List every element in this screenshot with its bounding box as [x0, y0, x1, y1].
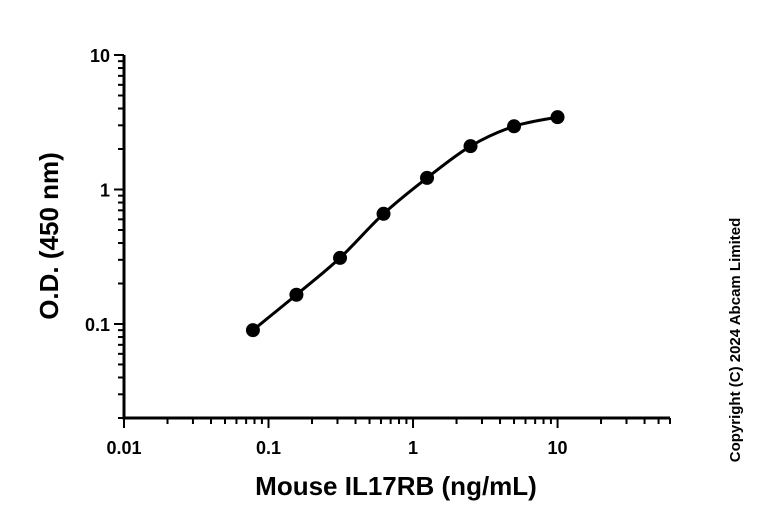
data-point — [333, 250, 348, 265]
x-tick-label: 1 — [408, 438, 418, 458]
data-point — [550, 110, 565, 125]
data-point — [420, 170, 435, 185]
data-point — [463, 139, 478, 154]
y-tick-label: 10 — [90, 46, 110, 66]
data-point — [289, 287, 304, 302]
y-tick-label: 0.1 — [85, 315, 110, 335]
x-ticks: 0.01 0.1 1 10 — [106, 418, 671, 458]
data-point — [376, 206, 391, 221]
y-axis-title: O.D. (450 nm) — [34, 152, 64, 320]
axes — [122, 55, 670, 420]
x-tick-label: 0.01 — [106, 438, 141, 458]
y-ticks: 0.1 1 10 — [85, 46, 124, 419]
x-tick-label: 10 — [548, 438, 568, 458]
x-axis-title: Mouse IL17RB (ng/mL) — [255, 471, 537, 501]
y-tick-label: 1 — [100, 180, 110, 200]
data-point — [507, 119, 522, 134]
data-point — [245, 323, 260, 338]
copyright-text: Copyright (C) 2024 Abcam Limited — [727, 218, 744, 462]
x-tick-label: 0.1 — [256, 438, 281, 458]
data-points — [245, 110, 565, 338]
